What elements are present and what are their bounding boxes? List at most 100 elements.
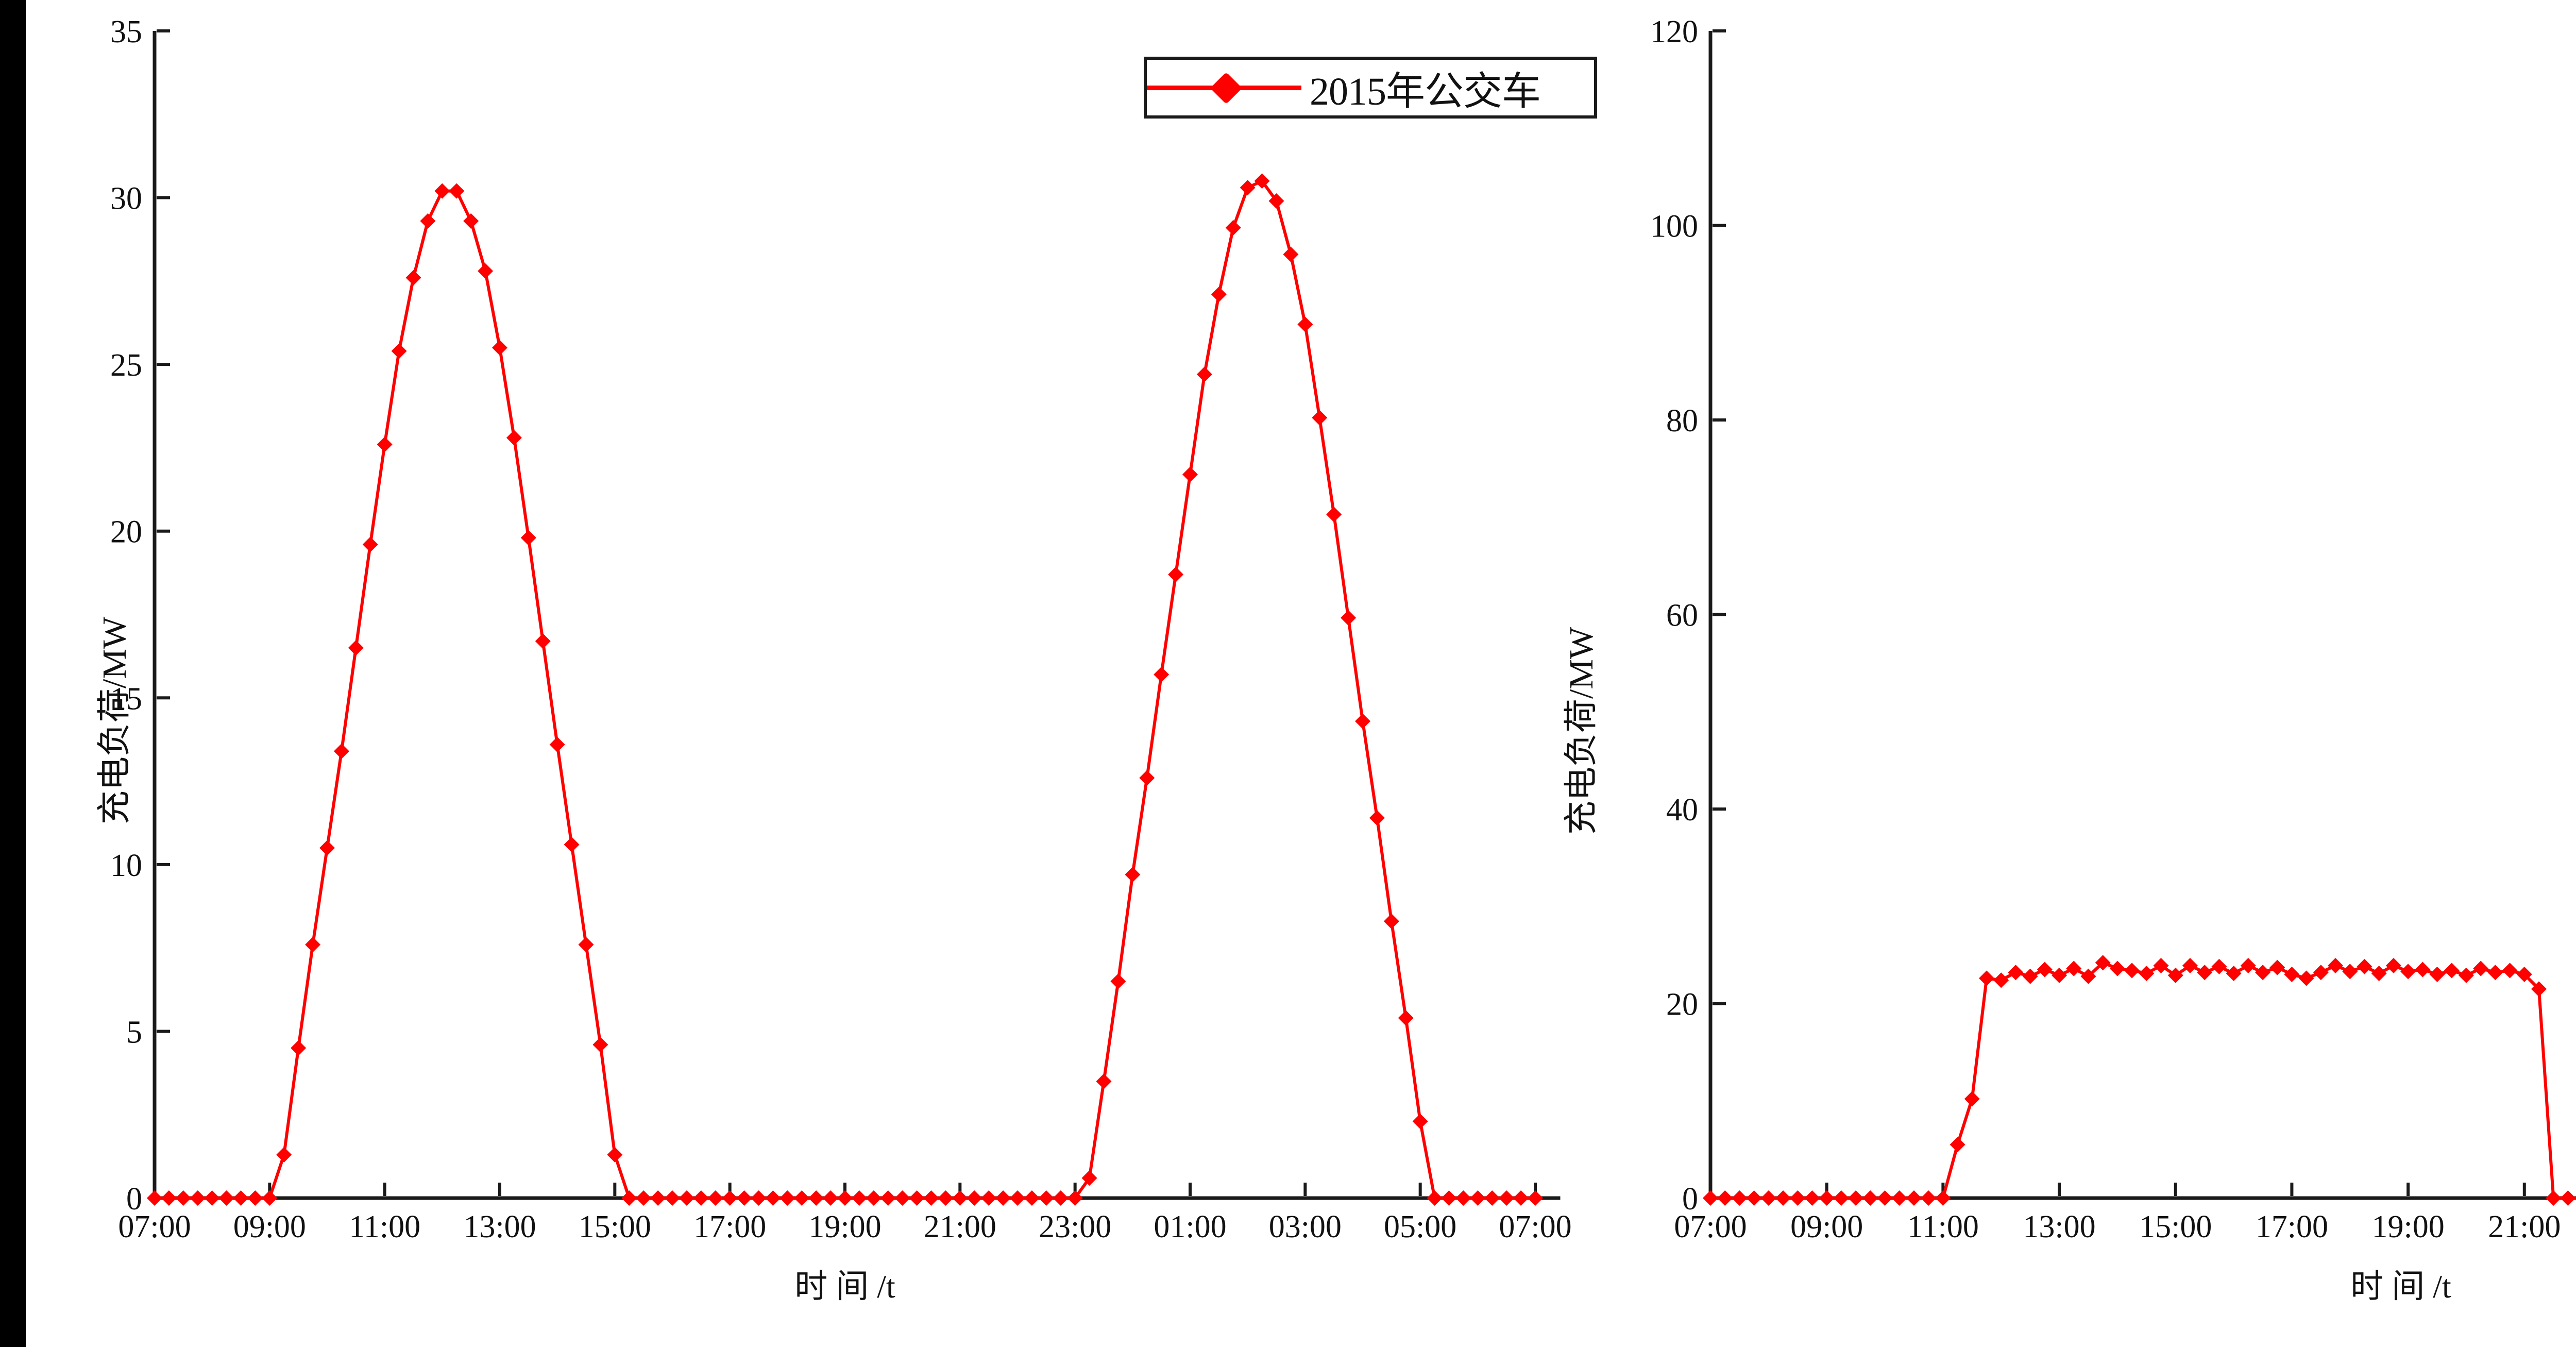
x-axis-line <box>1708 1196 2576 1200</box>
data-point-marker <box>2182 957 2198 973</box>
data-point-marker <box>1862 1190 1878 1206</box>
data-point-marker <box>808 1190 824 1206</box>
data-point-marker <box>1819 1190 1835 1206</box>
data-point-marker <box>2153 957 2169 973</box>
data-point-marker <box>1833 1190 1849 1206</box>
data-point-marker <box>1096 1073 1112 1089</box>
data-point-marker <box>1326 507 1342 523</box>
data-point-marker <box>2226 965 2242 981</box>
data-point-marker <box>1412 1114 1428 1130</box>
data-point-marker <box>2328 957 2344 973</box>
y-tick-label: 100 <box>1650 209 1698 244</box>
data-point-marker <box>866 1190 882 1206</box>
data-point-marker <box>779 1190 795 1206</box>
y-tick <box>1713 807 1726 811</box>
data-point-marker <box>2371 965 2387 981</box>
data-point-marker <box>1993 972 2009 988</box>
data-point-marker <box>319 840 335 856</box>
data-point-marker <box>391 343 407 359</box>
data-point-marker <box>218 1190 234 1206</box>
bus-legend[interactable]: 2015年公交车 <box>1144 57 1597 119</box>
data-point-marker <box>2080 968 2096 984</box>
data-point-marker <box>636 1190 652 1206</box>
data-point-marker <box>1790 1190 1806 1206</box>
data-line <box>1710 961 2576 1200</box>
data-point-marker <box>707 1190 723 1206</box>
y-tick <box>157 863 170 866</box>
data-point-marker <box>1283 246 1299 262</box>
y-tick <box>157 196 170 199</box>
data-point-marker <box>967 1190 982 1206</box>
x-tick <box>613 1183 617 1196</box>
y-tick <box>157 529 170 533</box>
data-point-marker <box>1950 1137 1965 1153</box>
data-point-marker <box>880 1190 896 1206</box>
data-point-marker <box>1312 410 1328 426</box>
taxi-plot-svg: 0 20 40 60 80 100 120 07:00 09:00 11:00 13:00 15:00… <box>1650 14 2576 1244</box>
data-point-marker <box>1383 913 1399 929</box>
x-tick <box>1941 1183 1945 1196</box>
chart-panel-taxi: 0 20 40 60 80 100 120 07:00 09:00 11:00 13:00 15:00… <box>1563 0 2576 1347</box>
data-point-marker <box>1760 1190 1776 1206</box>
data-point-marker <box>2284 966 2300 982</box>
data-point-marker <box>362 536 378 552</box>
data-point-marker <box>405 270 421 285</box>
data-point-marker <box>1240 180 1256 196</box>
x-tick <box>958 1183 962 1196</box>
x-tick-label: 15:00 <box>2139 1209 2212 1244</box>
x-tick-label: 19:00 <box>808 1209 881 1244</box>
y-tick-label: 25 <box>110 348 142 383</box>
data-point-marker <box>175 1190 191 1206</box>
data-point-marker <box>1964 1091 1980 1107</box>
data-point-marker <box>894 1190 910 1206</box>
data-point-marker <box>262 1190 278 1206</box>
data-point-marker <box>1297 316 1313 332</box>
taxi-x-axis-title: 时 间 /t <box>2350 1268 2451 1305</box>
x-tick-label: 05:00 <box>1384 1209 1456 1244</box>
data-point-marker <box>2502 963 2518 979</box>
x-tick-label: 09:00 <box>1790 1209 1863 1244</box>
y-tick-label: 5 <box>126 1015 142 1050</box>
data-point-marker <box>1441 1190 1457 1206</box>
data-point-marker <box>147 1190 162 1206</box>
data-point-marker <box>2167 967 2183 983</box>
data-point-marker <box>592 1037 608 1053</box>
y-tick-label: 30 <box>110 181 142 216</box>
x-tick <box>1709 1183 1712 1196</box>
data-point-marker <box>333 743 349 759</box>
data-point-marker <box>736 1190 752 1206</box>
data-point-marker <box>1053 1190 1069 1206</box>
bus-legend-label: 2015年公交车 <box>1310 70 1541 113</box>
x-tick <box>2174 1183 2177 1196</box>
x-tick <box>843 1183 846 1196</box>
data-point-marker <box>1427 1190 1443 1206</box>
data-point-marker <box>1921 1190 1937 1206</box>
data-point-marker <box>1877 1190 1893 1206</box>
taxi-y-axis-title: 充电负荷/MW <box>1563 627 1600 835</box>
data-point-marker <box>2197 965 2213 981</box>
data-point-marker <box>2095 955 2111 971</box>
x-tick-label: 13:00 <box>2023 1209 2095 1244</box>
data-point-marker <box>161 1190 177 1206</box>
data-point-marker <box>1254 173 1270 189</box>
figure-canvas <box>26 0 2576 1347</box>
data-point-marker <box>2211 958 2227 974</box>
x-tick-label: 23:00 <box>1039 1209 1111 1244</box>
data-point-marker <box>463 213 479 229</box>
data-point-marker <box>2516 966 2532 982</box>
x-tick-label: 01:00 <box>1154 1209 1226 1244</box>
data-point-marker <box>952 1190 968 1206</box>
data-point-marker <box>693 1190 709 1206</box>
data-point-marker <box>434 183 450 199</box>
data-point-marker <box>1125 867 1141 883</box>
chart-panel-bus: 0 5 10 15 20 25 30 35 07:00 09:00 11:00 13:00 15:00 1… <box>26 0 1597 1347</box>
data-point-marker <box>751 1190 767 1206</box>
y-tick-label: 120 <box>1650 14 1698 49</box>
data-point-marker <box>2473 961 2489 976</box>
data-point-marker <box>1398 1010 1414 1026</box>
data-point-marker <box>291 1040 307 1056</box>
x-tick <box>2406 1183 2410 1196</box>
data-point-marker <box>1906 1190 1922 1206</box>
data-point-marker <box>247 1190 263 1206</box>
data-point-marker <box>2357 958 2372 974</box>
